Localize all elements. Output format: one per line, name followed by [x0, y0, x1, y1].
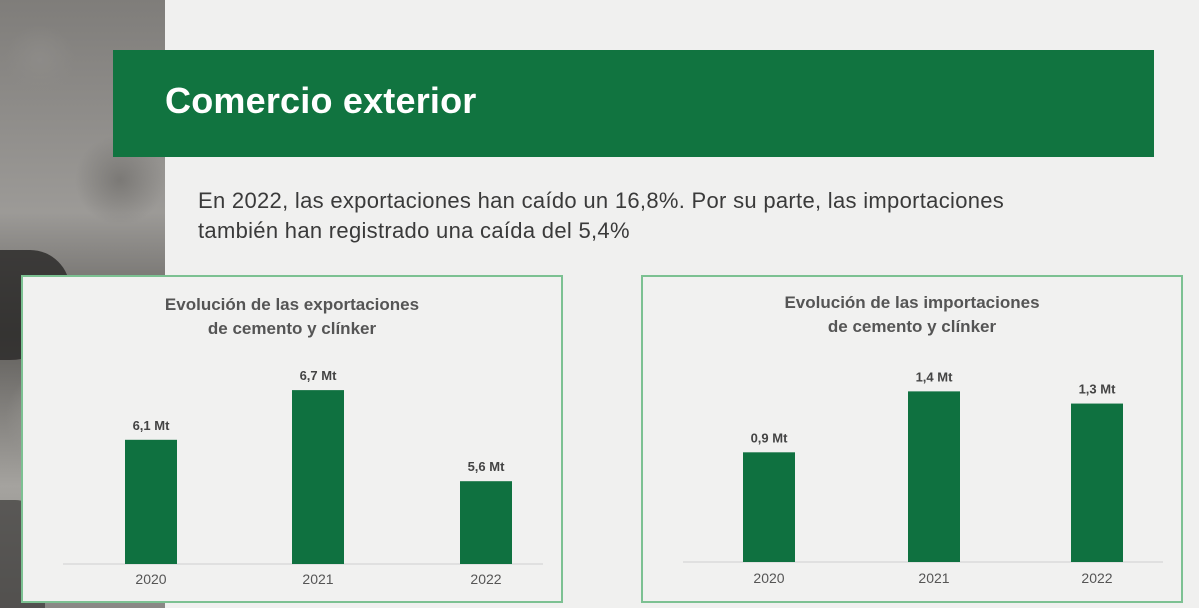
imports-bar-2021	[908, 391, 960, 562]
exports-chart-panel: Evolución de las exportaciones de cement…	[21, 275, 563, 603]
imports-chart-title: Evolución de las importaciones de cement…	[643, 291, 1181, 339]
exports-data-label-2022: 5,6 Mt	[468, 459, 506, 474]
exports-chart-title-line-2: de cemento y clínker	[207, 319, 377, 338]
exports-bar-2020	[125, 439, 177, 564]
imports-chart-title-line-1: Evolución de las importaciones	[784, 293, 1040, 312]
imports-bar-2020	[743, 452, 795, 562]
imports-tick-label-2022: 2022	[1081, 570, 1112, 586]
exports-tick-label-2022: 2022	[470, 571, 501, 587]
title-banner: Comercio exterior	[113, 50, 1154, 157]
imports-data-label-2022: 1,3 Mt	[1079, 382, 1117, 397]
exports-chart-title: Evolución de las exportaciones de cement…	[23, 293, 561, 341]
exports-bar-2022	[460, 481, 512, 564]
exports-data-label-2020: 6,1 Mt	[133, 418, 171, 433]
imports-bar-2022	[1071, 403, 1123, 562]
imports-chart-panel: Evolución de las importaciones de cement…	[641, 275, 1183, 603]
exports-bar-2021	[292, 390, 344, 564]
exports-tick-label-2020: 2020	[135, 571, 166, 587]
page-title: Comercio exterior	[165, 80, 477, 121]
exports-bar-chart: 6,1 Mt 2020 6,7 Mt 2021 5,6 Mt 2022	[63, 368, 543, 587]
imports-tick-label-2021: 2021	[918, 570, 949, 586]
imports-bar-chart: 0,9 Mt 2020 1,4 Mt 2021 1,3 Mt 2022	[683, 369, 1163, 586]
summary-text: En 2022, las exportaciones han caído un …	[198, 186, 1158, 246]
exports-tick-label-2021: 2021	[302, 571, 333, 587]
imports-data-label-2020: 0,9 Mt	[751, 430, 789, 445]
exports-chart-title-line-1: Evolución de las exportaciones	[164, 295, 420, 314]
imports-chart-title-line-2: de cemento y clínker	[827, 317, 997, 336]
summary-line-1: En 2022, las exportaciones han caído un …	[198, 188, 1005, 213]
summary-line-2: también han registrado una caída del 5,4…	[198, 218, 630, 243]
imports-data-label-2021: 1,4 Mt	[916, 369, 954, 384]
imports-tick-label-2020: 2020	[753, 570, 784, 586]
exports-data-label-2021: 6,7 Mt	[300, 368, 338, 383]
